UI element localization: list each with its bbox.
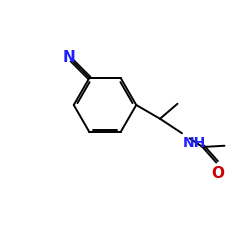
Text: NH: NH (183, 136, 206, 150)
Text: N: N (62, 50, 75, 64)
Text: O: O (211, 166, 224, 180)
